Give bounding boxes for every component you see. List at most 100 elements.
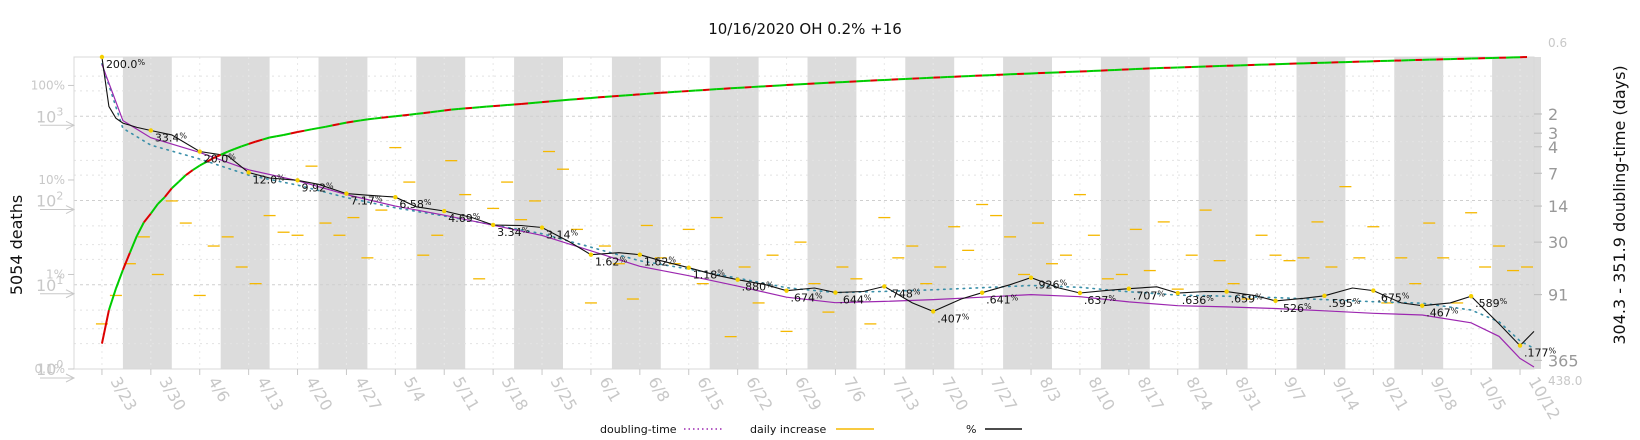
percent-tick-label: 100% <box>31 78 65 92</box>
cumulative-segment <box>381 117 388 118</box>
week-bands <box>123 57 1541 369</box>
week-band <box>1003 57 1052 369</box>
cumulative-segment <box>367 119 374 120</box>
cumulative-segment <box>318 127 325 128</box>
cumulative-segment <box>500 105 507 106</box>
percent-marker <box>491 223 495 227</box>
percent-marker <box>295 178 299 182</box>
x-tick-label: 5/25 <box>547 374 581 415</box>
percent-label: .467% <box>1426 307 1459 320</box>
x-tick-label: 6/22 <box>742 374 776 415</box>
percent-marker <box>198 149 202 153</box>
cumulative-segment <box>444 110 451 111</box>
cumulative-segment <box>312 128 319 129</box>
percent-marker <box>589 252 593 256</box>
right-axis-top-label: 0.6 <box>1548 36 1567 50</box>
cumulative-segment <box>556 100 563 101</box>
percent-marker <box>980 291 984 295</box>
cumulative-segment <box>102 310 109 344</box>
cumulative-segment <box>479 107 486 108</box>
percent-marker <box>1518 343 1522 347</box>
cumulative-segment <box>374 118 381 119</box>
percent-marker <box>833 290 837 294</box>
percent-marker <box>882 284 886 288</box>
cumulative-segment <box>465 108 472 109</box>
right-tick-label: 4 <box>1548 138 1558 157</box>
cumulative-segment <box>277 135 284 136</box>
x-tick-label: 9/14 <box>1329 374 1363 415</box>
x-tick-label: 6/29 <box>791 374 825 415</box>
x-tick-label: 9/21 <box>1378 374 1412 415</box>
cumulative-segment <box>528 103 535 104</box>
cumulative-segment <box>472 107 479 108</box>
cumulative-segment <box>332 124 339 125</box>
cumulative-segment <box>591 97 598 98</box>
cumulative-segment <box>507 105 514 106</box>
x-tick-label: 8/17 <box>1133 374 1167 415</box>
week-band <box>1394 57 1443 369</box>
percent-marker <box>1078 291 1082 295</box>
x-tick-label: 9/7 <box>1280 374 1309 406</box>
cumulative-segment <box>577 99 584 100</box>
right-axis-bottom-label: 438.0 <box>1548 374 1582 388</box>
x-tick-label: 8/24 <box>1182 374 1216 415</box>
cumulative-segment <box>116 270 123 289</box>
cumulative-segment <box>172 182 179 188</box>
cumulative-segment <box>402 115 409 116</box>
x-tick-label: 8/10 <box>1084 374 1118 415</box>
week-band <box>123 57 172 369</box>
percent-label: .595% <box>1328 297 1361 310</box>
week-band <box>1296 57 1345 369</box>
percent-marker <box>687 265 691 269</box>
percent-marker <box>442 209 446 213</box>
percent-marker <box>540 225 544 229</box>
week-band <box>710 57 759 369</box>
x-tick-label: 8/3 <box>1036 374 1065 406</box>
cumulative-segment <box>535 102 542 103</box>
x-tick-label: 7/13 <box>889 374 923 415</box>
legend-label: daily increase <box>750 423 826 436</box>
week-band <box>612 57 661 369</box>
percent-marker <box>149 128 153 132</box>
x-tick-label: 10/5 <box>1476 374 1510 415</box>
cumulative-segment <box>612 96 619 97</box>
cumulative-segment <box>486 106 493 107</box>
x-tick-label: 6/15 <box>693 374 727 415</box>
percent-marker <box>246 170 250 174</box>
cumulative-segment <box>186 170 193 175</box>
cumulative-segment <box>284 134 291 135</box>
left-tick-label: 102 <box>36 190 63 211</box>
percent-label: 4.69% <box>448 212 481 225</box>
week-band <box>1199 57 1248 369</box>
percent-label: 3.14% <box>546 229 579 242</box>
cumulative-segment <box>542 101 549 102</box>
cumulative-segment <box>430 111 437 112</box>
cumulative-segment <box>514 104 521 105</box>
percent-marker <box>393 195 397 199</box>
x-tick-label: 4/13 <box>253 374 287 415</box>
cumulative-segment <box>493 106 500 107</box>
chart-title: 10/16/2020 OH 0.2% +16 <box>708 20 902 38</box>
x-tick-label: 4/6 <box>204 374 233 406</box>
cumulative-segment <box>298 131 305 132</box>
x-tick-label: 4/27 <box>351 374 385 415</box>
cumulative-segment <box>598 97 605 98</box>
percent-marker <box>1029 275 1033 279</box>
percent-label: .707% <box>1133 290 1166 303</box>
cumulative-segment <box>563 100 570 101</box>
cumulative-segment <box>179 175 186 182</box>
cumulative-segment <box>305 129 312 130</box>
percent-marker <box>784 288 788 292</box>
x-tick-label: 5/4 <box>400 374 429 406</box>
percent-marker <box>1469 294 1473 298</box>
x-tick-label: 6/1 <box>595 374 624 406</box>
y-axis-right-label: 304.3 - 351.9 doubling-time (days) <box>1610 65 1629 344</box>
cumulative-segment <box>409 114 416 115</box>
cumulative-segment <box>423 112 430 113</box>
cumulative-segment <box>270 136 277 137</box>
cumulative-segment <box>549 101 556 102</box>
cumulative-segment <box>626 95 633 96</box>
percent-tick-label: 1% <box>46 267 65 281</box>
percent-tick-label: 10% <box>38 173 65 187</box>
